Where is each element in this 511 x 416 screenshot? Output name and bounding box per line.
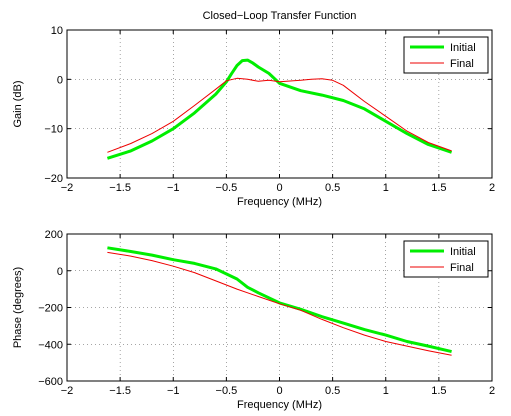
chart-title: Closed−Loop Transfer Function: [203, 10, 357, 22]
x-axis-label: Frequency (MHz): [237, 399, 322, 411]
y-tick-label: −10: [44, 124, 63, 136]
x-tick-label: −1: [167, 182, 180, 194]
legend-box: [403, 36, 489, 74]
y-tick-label: −20: [44, 173, 63, 185]
series-line-initial: [106, 58, 453, 160]
x-tick-label: −2: [61, 182, 74, 194]
y-tick-label: −400: [38, 339, 63, 351]
x-tick-label: 1.5: [431, 385, 446, 397]
y-axis-label: Phase (degrees): [12, 267, 24, 348]
x-axis-label: Frequency (MHz): [237, 196, 322, 208]
legend-label-final: Final: [450, 58, 474, 70]
legend: Initial Final: [403, 36, 489, 74]
series-line-final: [107, 77, 452, 153]
legend-label-initial: Initial: [450, 42, 476, 54]
x-tick-label: −1.5: [109, 182, 131, 194]
series-line-final: [107, 251, 452, 356]
x-tick-label: −1: [167, 385, 180, 397]
legend-label-final: Final: [450, 262, 474, 274]
legend: Initial Final: [403, 240, 489, 278]
chart-1: −2 −1.5 −1 −0.5 0 0.5 1 1.5 2 −20 −10 0 10 Closed−Loo…: [12, 10, 495, 208]
y-tick-label: 0: [57, 266, 63, 278]
x-tick-label: 0.5: [325, 385, 340, 397]
x-tick-label: 1: [383, 182, 389, 194]
chart-2: −2 −1.5 −1 −0.5 0 0.5 1 1.5 2 −600 −400 −200 0 200 Fre…: [12, 229, 495, 411]
legend-box: [403, 240, 489, 278]
y-axis-label: Gain (dB): [12, 80, 24, 127]
x-tick-label: 0: [276, 182, 282, 194]
x-tick-label: 2: [489, 385, 495, 397]
y-tick-label: −600: [38, 376, 63, 388]
y-tick-label: 10: [51, 25, 63, 37]
x-tick-label: 1: [383, 385, 389, 397]
y-tick-label: −200: [38, 303, 63, 315]
x-tick-label: 2: [489, 182, 495, 194]
y-tick-label: 200: [45, 229, 63, 241]
x-tick-label: −2: [61, 385, 74, 397]
x-tick-label: −0.5: [216, 182, 238, 194]
x-tick-label: 1.5: [431, 182, 446, 194]
x-tick-label: −0.5: [216, 385, 238, 397]
x-tick-label: 0: [276, 385, 282, 397]
x-tick-label: 0.5: [325, 182, 340, 194]
y-tick-label: 0: [57, 74, 63, 86]
series-line-initial: [107, 246, 452, 354]
x-tick-label: −1.5: [109, 385, 131, 397]
legend-label-initial: Initial: [450, 246, 476, 258]
